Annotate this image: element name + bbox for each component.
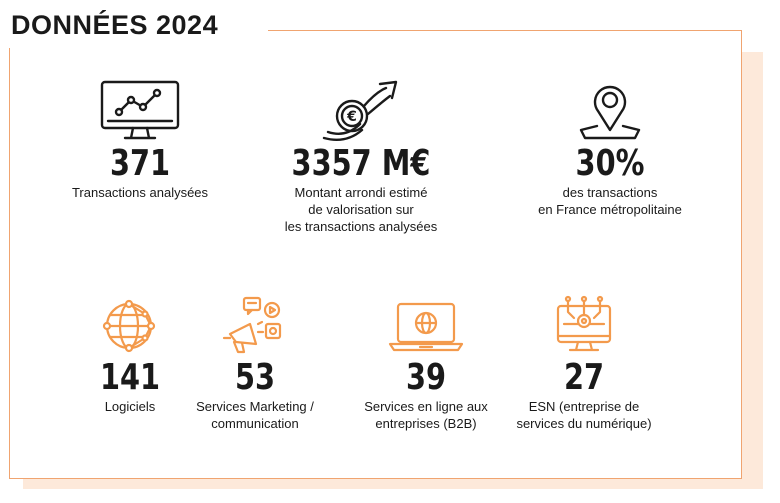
stat-label: Transactions analysées (71, 185, 209, 200)
stat-label: ESN (entreprise de services du numérique… (516, 399, 652, 431)
stat-value: 39 (405, 357, 447, 398)
stat-value: 141 (99, 357, 161, 398)
stat-value: 27 (563, 357, 605, 398)
stat-value: 371 (109, 143, 171, 184)
stat-label: Logiciels (104, 399, 156, 414)
page-title: DONNÉES 2024 (11, 10, 219, 40)
circuit-monitor-icon (556, 295, 612, 352)
location-pin-icon (579, 85, 641, 140)
title-background (0, 8, 268, 48)
euro-growth-icon: € (322, 80, 398, 141)
stat-label: Services Marketing / communication (196, 399, 314, 431)
stat-valuation: € 3357 M€ Montant arrondi estimé de valo… (256, 78, 466, 235)
stat-label: Services en ligne aux entreprises (B2B) (364, 399, 488, 431)
marketing-megaphone-icon (222, 296, 282, 354)
svg-text:€: € (346, 109, 357, 125)
stat-marketing: 53 Services Marketing / communication (180, 294, 330, 432)
stat-esn: 27 ESN (entreprise de services du numéri… (494, 294, 674, 432)
laptop-web-icon (388, 302, 464, 352)
stat-label: Montant arrondi estimé de valorisation s… (284, 185, 438, 234)
stat-b2b: 39 Services en ligne aux entreprises (B2… (336, 294, 516, 432)
monitor-chart-icon (100, 80, 180, 140)
stat-value: 53 (234, 357, 276, 398)
stats-card (9, 30, 742, 479)
network-globe-icon (102, 299, 156, 353)
stat-software: 141 Logiciels (70, 294, 190, 415)
stat-france-share: 30% des transactions en France métropoli… (500, 78, 720, 218)
stat-value: 30% (575, 143, 645, 184)
stat-transactions: 371 Transactions analysées (40, 78, 240, 201)
stat-value: 3357 M€ (291, 143, 431, 184)
stat-label: des transactions en France métropolitain… (538, 185, 682, 217)
